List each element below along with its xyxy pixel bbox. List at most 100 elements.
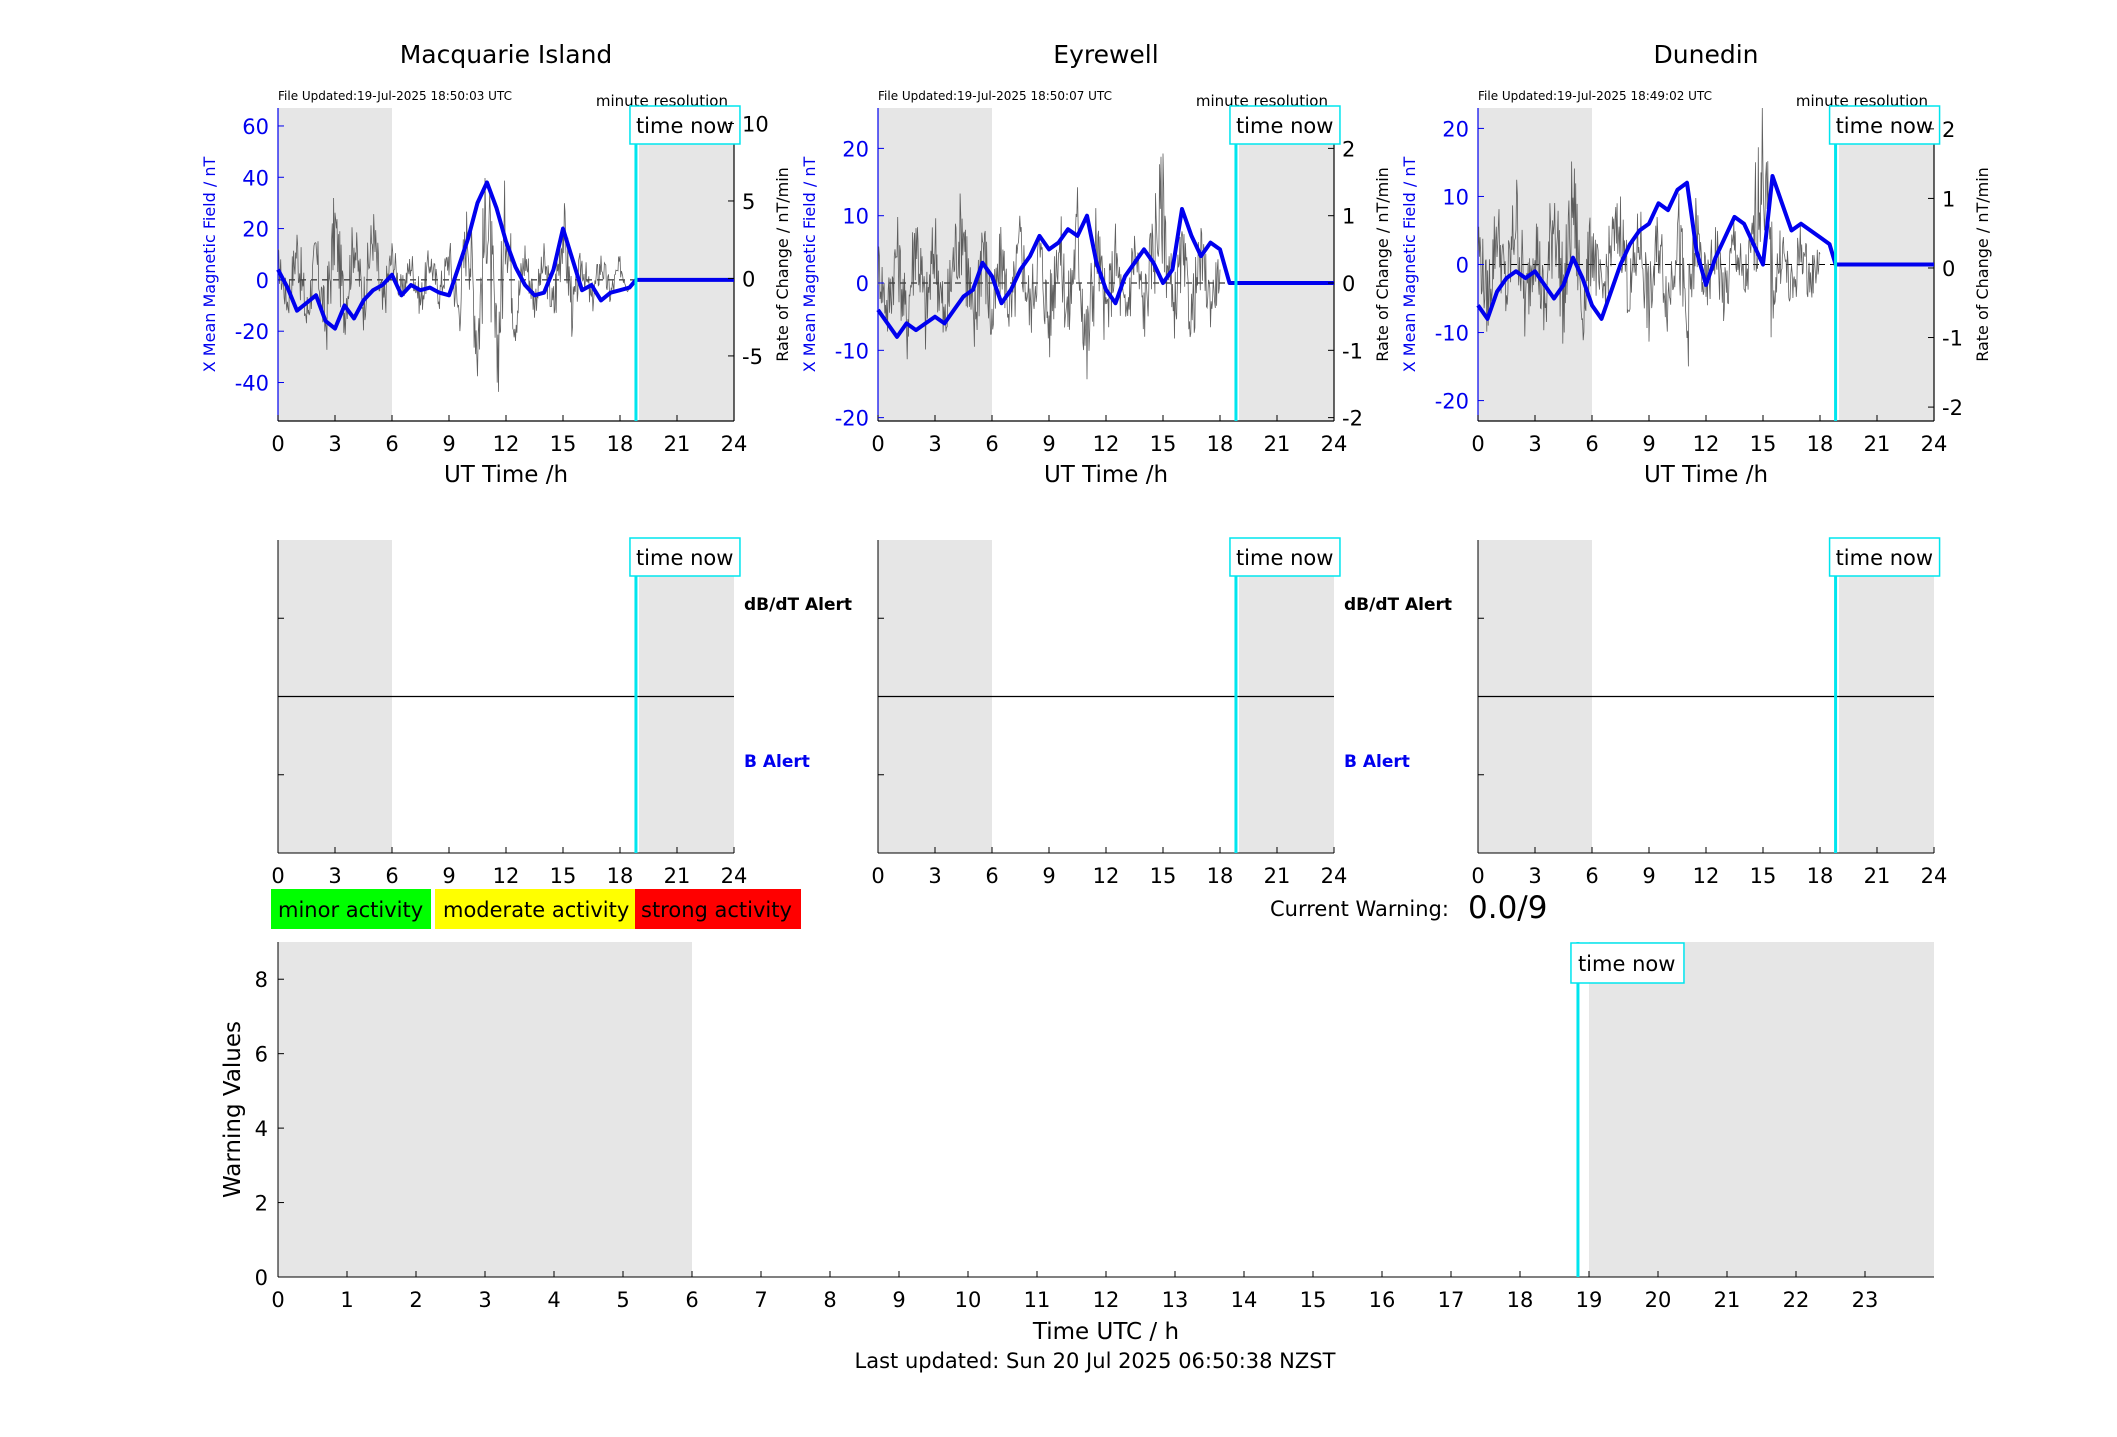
x-tick-label: 24: [721, 864, 748, 888]
panel-title: Dunedin: [1654, 40, 1759, 69]
x-tick-label: 12: [1093, 432, 1120, 456]
x-tick-label: 6: [685, 1288, 698, 1312]
x-axis-label: UT Time /h: [1644, 462, 1768, 488]
x-tick-label: 15: [550, 432, 577, 456]
x-tick-label: 20: [1645, 1288, 1672, 1312]
time-now-box: [1229, 537, 1341, 577]
x-tick-label: 3: [928, 432, 941, 456]
y-right-tick-label: -1: [1342, 339, 1363, 363]
y-left-tick-label: 0: [256, 269, 269, 293]
alert-panel-macquarie-island: time now 0 3 6 9 12 15 18 21 24 dB/dT Alert B Alert: [271, 537, 852, 888]
x-tick-label: 12: [1093, 1288, 1120, 1312]
x-tick-label: 15: [1300, 1288, 1327, 1312]
minor-activity-label: minor activity: [278, 898, 423, 922]
db-dt-alert-label: dB/dT Alert: [744, 595, 852, 615]
time-now-label: time now: [1836, 114, 1933, 138]
x-tick-label: 24: [721, 432, 748, 456]
x-tick-label: 18: [1807, 864, 1834, 888]
time-now-label: time now: [1578, 952, 1675, 976]
y-left-tick-label: 0: [856, 272, 869, 296]
y-left-tick-label: -10: [1435, 322, 1469, 346]
x-tick-label: 9: [1042, 432, 1055, 456]
time-now-box: [629, 105, 741, 145]
x-tick-label: 3: [1528, 432, 1541, 456]
y-tick-label: 6: [255, 1043, 268, 1067]
x-tick-label: 12: [493, 432, 520, 456]
x-axis-label: Time UTC / h: [1032, 1319, 1179, 1345]
y-right-tick-label: 10: [742, 112, 769, 136]
x-tick-label: 18: [607, 432, 634, 456]
magnetic-field-line: [1476, 174, 1934, 321]
y-right-label: Rate of Change / nT/min: [1373, 167, 1392, 362]
x-tick-label: 23: [1852, 1288, 1879, 1312]
x-tick-label: 3: [1528, 864, 1541, 888]
file-updated: File Updated:19-Jul-2025 18:50:07 UTC: [878, 89, 1112, 103]
y-right-tick-label: 5: [742, 190, 755, 214]
x-tick-label: 0: [871, 432, 884, 456]
panel-title: Macquarie Island: [400, 40, 613, 69]
x-tick-label: 6: [985, 432, 998, 456]
time-now-box: [1570, 942, 1685, 984]
y-left-tick-label: 20: [242, 218, 269, 242]
x-tick-label: 9: [442, 864, 455, 888]
time-now-label: time now: [636, 114, 733, 138]
panel-eyrewell: Eyrewell File Updated:19-Jul-2025 18:50:0…: [800, 40, 1392, 488]
y-right-tick-label: 2: [1342, 137, 1355, 161]
rate-of-change-line: [1477, 107, 1821, 367]
time-now-box: [1828, 537, 1941, 577]
x-tick-label: 4: [547, 1288, 560, 1312]
y-left-tick-label: 20: [842, 137, 869, 161]
time-now-box: [1229, 105, 1341, 145]
x-tick-label: 6: [985, 864, 998, 888]
activity-legend: minor activity moderate activity strong …: [271, 889, 801, 929]
alert-panels: time now 0 3 6 9 12 15 18 21 24 dB/dT Alert B Alert…: [271, 537, 1948, 888]
x-tick-label: 7: [754, 1288, 767, 1312]
y-left-tick-label: -20: [1435, 390, 1469, 414]
night-shading: [1589, 942, 1934, 1277]
y-left-tick-label: 20: [1442, 117, 1469, 141]
y-left-label: X Mean Magnetic Field / nT: [1400, 157, 1419, 373]
y-left-tick-label: 0: [1456, 254, 1469, 278]
magnetic-field-line: [276, 180, 734, 331]
x-tick-label: 3: [328, 864, 341, 888]
y-right-tick-label: 2: [1942, 118, 1955, 142]
x-tick-label: 0: [271, 864, 284, 888]
y-right-tick-label: -2: [1342, 407, 1363, 431]
time-now-label: time now: [1236, 546, 1333, 570]
x-tick-label: 21: [664, 432, 691, 456]
time-now-label: time now: [636, 546, 733, 570]
x-tick-label: 0: [1471, 432, 1484, 456]
night-shading: [1239, 108, 1334, 421]
minor-activity-swatch: [271, 889, 431, 929]
x-tick-label: 6: [1585, 432, 1598, 456]
x-tick-label: 12: [1093, 864, 1120, 888]
x-tick-label: 3: [928, 864, 941, 888]
x-tick-label: 18: [1207, 864, 1234, 888]
x-tick-label: 6: [385, 864, 398, 888]
rate-of-change-line: [877, 153, 1221, 380]
x-tick-label: 24: [1321, 432, 1348, 456]
x-tick-label: 9: [1642, 432, 1655, 456]
y-left-tick-label: -10: [835, 339, 869, 363]
y-left-tick-label: -40: [235, 372, 269, 396]
y-right-tick-label: -5: [742, 345, 763, 369]
x-tick-label: 24: [1921, 432, 1948, 456]
x-tick-label: 12: [1693, 432, 1720, 456]
strong-activity-swatch: [635, 889, 801, 929]
x-tick-label: 21: [1264, 432, 1291, 456]
y-tick-label: 4: [255, 1117, 268, 1141]
x-tick-label: 9: [892, 1288, 905, 1312]
magnetic-field-line: [876, 207, 1334, 339]
time-now-label: time now: [1836, 546, 1933, 570]
x-tick-label: 11: [1024, 1288, 1051, 1312]
y-tick-label: 8: [255, 968, 268, 992]
panel-title: Eyrewell: [1053, 40, 1158, 69]
x-tick-label: 18: [607, 864, 634, 888]
x-tick-label: 24: [1921, 864, 1948, 888]
x-tick-label: 13: [1162, 1288, 1189, 1312]
y-left-tick-label: 60: [242, 115, 269, 139]
y-right-label: Rate of Change / nT/min: [773, 167, 792, 362]
panel-dunedin: Dunedin File Updated:19-Jul-2025 18:49:02…: [1400, 40, 1992, 488]
